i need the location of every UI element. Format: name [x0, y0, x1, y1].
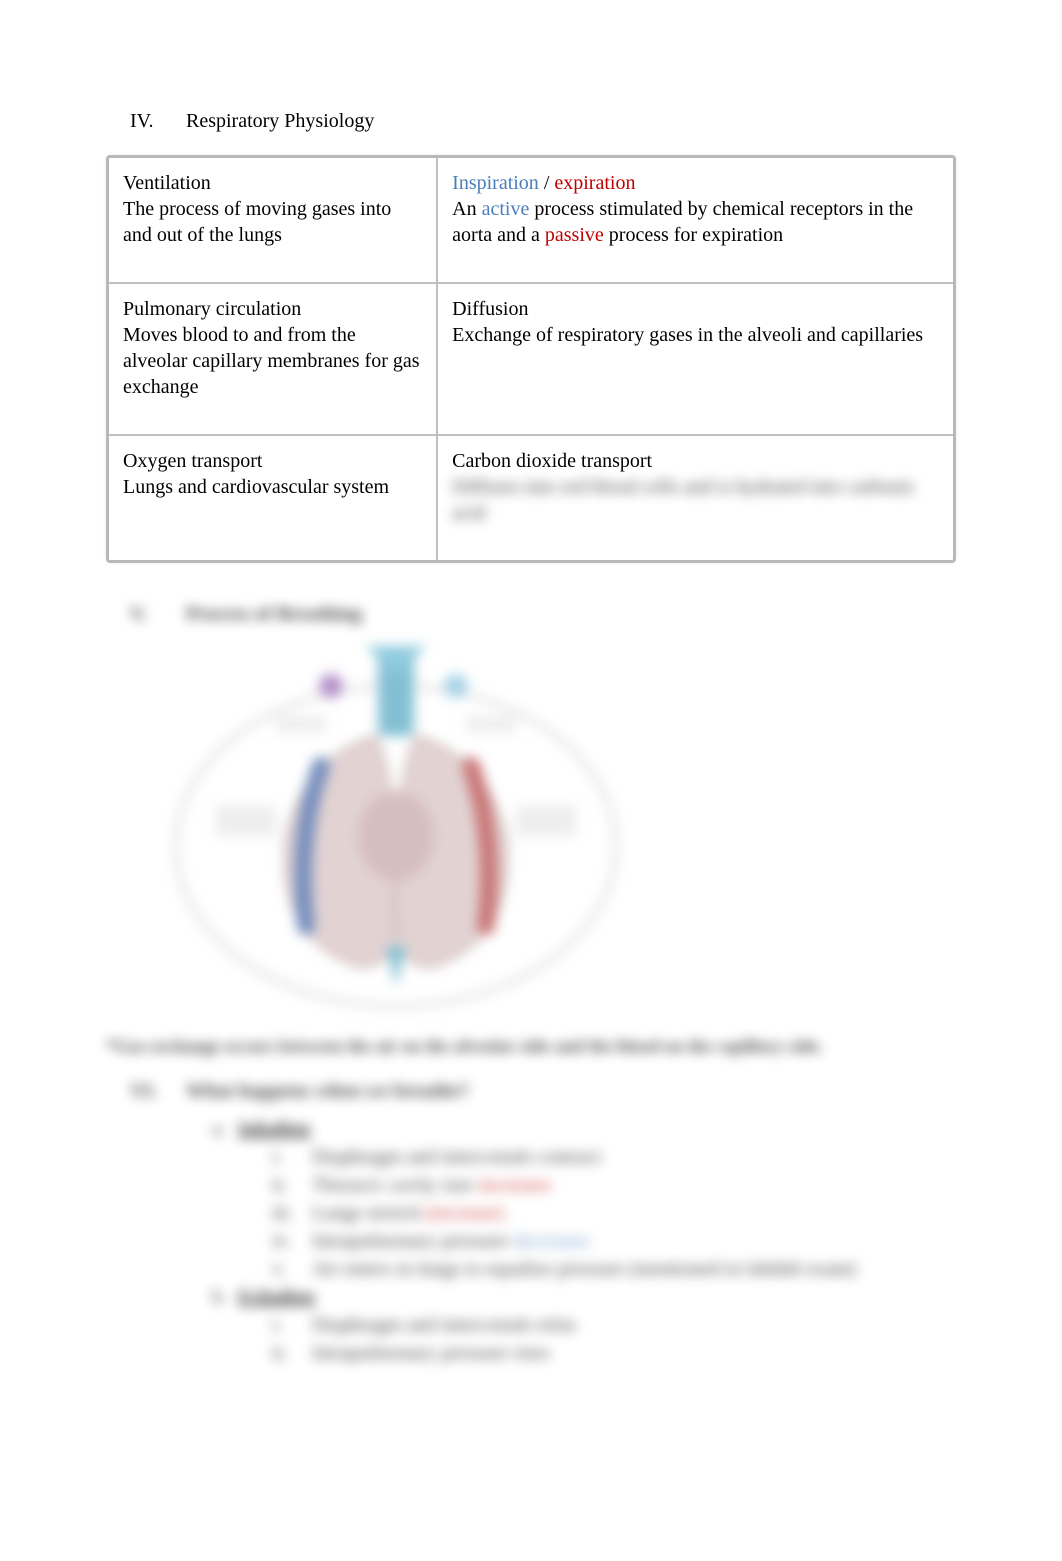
physiology-table: Ventilation The process of moving gases …: [106, 155, 956, 563]
text-inspiration: Inspiration: [452, 172, 539, 194]
table-cell-oxygen: Oxygen transport Lungs and cardiovascula…: [109, 436, 438, 560]
text-segment: Intrapulmonary pressure rises: [312, 1342, 550, 1364]
list-text: Lungs stretch (increase): [312, 1199, 956, 1227]
list-item-inhaling: a. Inhaling: [212, 1115, 956, 1143]
list-item: ii.Intrapulmonary pressure rises: [272, 1339, 956, 1367]
table-cell-pulmonary: Pulmonary circulation Moves blood to and…: [109, 284, 438, 434]
seg-active: active: [482, 198, 530, 220]
heading-text: Respiratory Physiology: [186, 110, 374, 133]
table-cell-ventilation: Ventilation The process of moving gases …: [109, 158, 438, 282]
text-segment: increases: [478, 1174, 551, 1196]
text-segment: (increase): [425, 1202, 504, 1224]
list-text: Thoracic cavity size increases: [312, 1171, 956, 1199]
list-text: Intrapulmonary pressure decreases: [312, 1227, 956, 1255]
cell-title-line: Inspiration / expiration: [452, 170, 939, 196]
list-marker: iv.: [272, 1227, 312, 1255]
cell-body: Lungs and cardiovascular system: [123, 474, 422, 500]
cell-body: Diffuses into red blood cells and is hyd…: [452, 474, 939, 526]
list-item: iv.Intrapulmonary pressure decreases: [272, 1227, 956, 1255]
list-label: Exhaling: [238, 1283, 956, 1311]
heading-numeral: VI.: [130, 1077, 186, 1105]
section-heading-v: V. Process of Breathing: [106, 603, 956, 626]
cell-body: Moves blood to and from the alveolar cap…: [123, 322, 422, 400]
table-row: Oxygen transport Lungs and cardiovascula…: [109, 436, 953, 560]
list-marker: ii.: [272, 1339, 312, 1367]
list-marker: b.: [212, 1283, 238, 1311]
list-text: Diaphragm and intercostals contract: [312, 1143, 956, 1171]
list-item: iii.Lungs stretch (increase): [272, 1199, 956, 1227]
cell-body-line: An active process stimulated by chemical…: [452, 196, 939, 248]
seg: An: [452, 198, 481, 220]
list-marker: a.: [212, 1115, 238, 1143]
section-heading: IV. Respiratory Physiology: [106, 110, 956, 133]
lungs-diagram: [156, 636, 636, 1016]
text-slash: /: [544, 172, 555, 194]
text-segment: decreases: [513, 1230, 590, 1252]
list-marker: i.: [272, 1143, 312, 1171]
list-item: ii.Thoracic cavity size increases: [272, 1171, 956, 1199]
cell-body: Exchange of respiratory gases in the alv…: [452, 322, 939, 348]
list-item-exhaling: b. Exhaling: [212, 1283, 956, 1311]
blurred-preview-region: V. Process of Breathing: [106, 603, 956, 1367]
list-text: Intrapulmonary pressure rises: [312, 1339, 956, 1367]
text-segment: Intrapulmonary pressure: [312, 1230, 513, 1252]
table-cell-diffusion: Diffusion Exchange of respiratory gases …: [438, 284, 953, 434]
text-segment: Air enters in lungs to equalize pressure…: [312, 1258, 856, 1280]
cell-title: Pulmonary circulation: [123, 296, 422, 322]
heading-numeral: IV.: [130, 110, 186, 133]
text-segment: Diaphragm and intercostals relax: [312, 1314, 577, 1336]
text-expiration: expiration: [554, 172, 635, 194]
heading-numeral: V.: [130, 603, 186, 626]
text-segment: Thoracic cavity size: [312, 1174, 478, 1196]
list-marker: v.: [272, 1255, 312, 1283]
cell-title: Carbon dioxide transport: [452, 448, 939, 474]
text-segment: Diaphragm and intercostals contract: [312, 1146, 601, 1168]
cell-title: Diffusion: [452, 296, 939, 322]
section-vi: VI. What happens when we breathe? a. Inh…: [106, 1077, 956, 1367]
table-row: Ventilation The process of moving gases …: [109, 158, 953, 284]
text-segment: Lungs stretch: [312, 1202, 425, 1224]
seg: process for expiration: [609, 224, 783, 246]
table-cell-inspiration: Inspiration / expiration An active proce…: [438, 158, 953, 282]
list-text: Air enters in lungs to equalize pressure…: [312, 1255, 956, 1283]
list-marker: i.: [272, 1311, 312, 1339]
list-item: i.Diaphragm and intercostals relax: [272, 1311, 956, 1339]
list-text: Diaphragm and intercostals relax: [312, 1311, 956, 1339]
seg-passive: passive: [545, 224, 604, 246]
diagram-caption: *Gas exchange occurs between the air on …: [106, 1036, 956, 1057]
cell-title: Ventilation: [123, 170, 422, 196]
list-marker: iii.: [272, 1199, 312, 1227]
cell-title: Oxygen transport: [123, 448, 422, 474]
table-cell-co2: Carbon dioxide transport Diffuses into r…: [438, 436, 953, 560]
list-item: i.Diaphragm and intercostals contract: [272, 1143, 956, 1171]
list-label: Inhaling: [238, 1115, 956, 1143]
heading-text: What happens when we breathe?: [186, 1077, 469, 1105]
table-row: Pulmonary circulation Moves blood to and…: [109, 284, 953, 436]
lungs-diagram-svg: [156, 636, 636, 1016]
list-marker: ii.: [272, 1171, 312, 1199]
list-item: v.Air enters in lungs to equalize pressu…: [272, 1255, 956, 1283]
heading-text: Process of Breathing: [186, 603, 362, 626]
cell-body: The process of moving gases into and out…: [123, 196, 422, 248]
